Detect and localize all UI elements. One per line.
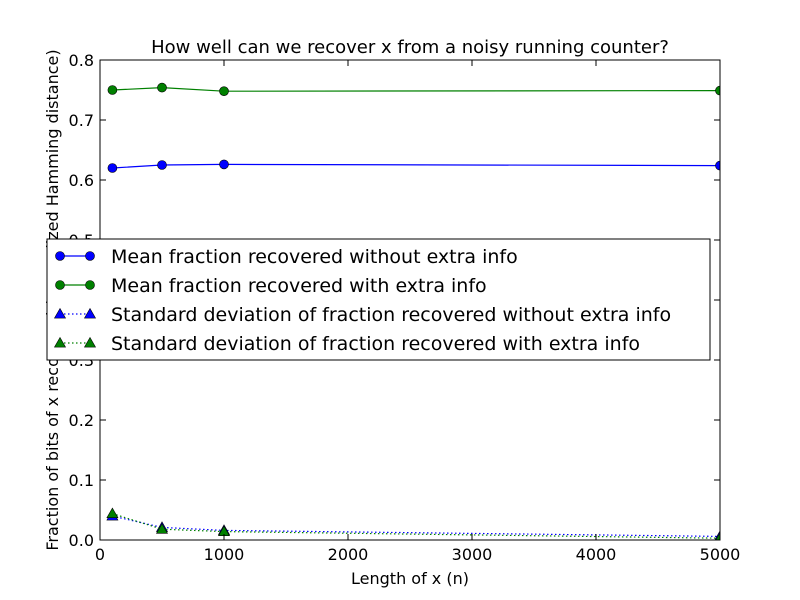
series-point-1 [715,160,720,171]
series-point-4 [715,532,720,540]
x-tick-label: 5000 [700,545,741,564]
legend-label-2: Mean fraction recovered with extra info [111,275,487,297]
series-layer [106,82,720,540]
legend-label-3: Standard deviation of fraction recovered… [111,304,671,326]
legend-marker-4 [83,336,97,348]
series-point-2 [715,85,720,96]
series-point-1 [219,159,229,170]
legend-marker-2 [55,280,65,290]
series-point-2 [107,85,118,95]
legend-label-1: Mean fraction recovered without extra in… [111,246,518,268]
x-axis-label: Length of x (n) [351,569,469,588]
legend-box [46,238,711,361]
chart-title: How well can we recover x from a noisy r… [151,37,669,58]
y-tick-label: 0.8 [69,51,94,70]
series-line-2 [112,86,720,92]
y-tick-label: 0.1 [69,471,94,490]
legend-label-4: Standard deviation of fraction recovered… [111,333,640,355]
series-point-2 [157,82,167,93]
x-tick-label: 1000 [204,545,245,564]
series-point-1 [107,163,118,173]
x-tick-label: 2000 [328,545,369,564]
legend: Mean fraction recovered without extra in… [46,238,711,361]
legend-marker-3 [83,307,97,319]
x-tick-label: 0 [95,545,105,564]
legend-marker-4 [53,336,67,348]
legend-marker-3 [53,307,67,319]
y-tick-label: 0.2 [69,411,94,430]
series-point-1 [157,160,167,170]
series-line-3 [112,515,720,537]
x-tick-label: 3000 [452,545,493,564]
series-point-2 [219,86,229,96]
series-line-4 [112,513,720,539]
y-tick-label: 0.7 [69,111,94,130]
legend-marker-1 [55,251,65,261]
x-tick-label: 4000 [576,545,617,564]
y-tick-label: 0.0 [69,531,94,550]
series-point-4 [155,523,169,534]
legend-marker-2 [85,280,95,290]
legend-marker-1 [85,251,95,261]
y-tick-label: 0.6 [69,171,94,190]
series-line-1 [112,163,720,169]
series-point-4 [106,507,119,519]
